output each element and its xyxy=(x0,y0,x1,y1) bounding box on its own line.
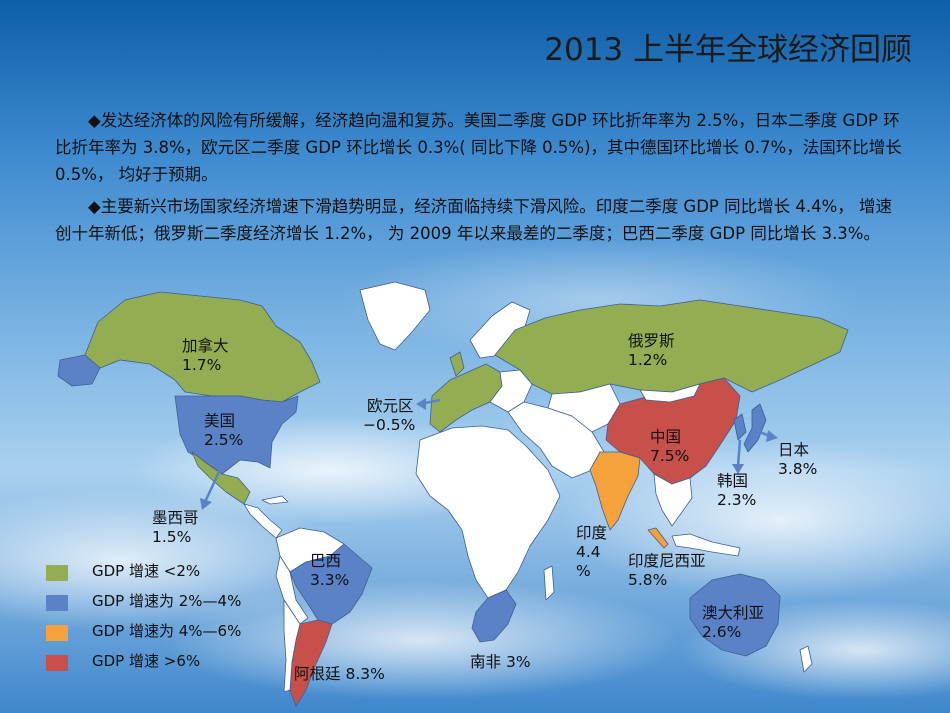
label-canada: 加拿大 1.7% xyxy=(182,337,229,374)
legend-swatch-blue xyxy=(46,595,68,611)
india-shape xyxy=(589,451,641,531)
madagascar-shape xyxy=(543,565,555,601)
mongolia-shape xyxy=(639,383,701,403)
label-usa: 美国 2.5% xyxy=(204,412,244,449)
legend-label: GDP 增速 >6% xyxy=(92,652,201,670)
uk-shape xyxy=(449,351,465,377)
legend-swatch-red xyxy=(46,655,68,671)
canada-shape xyxy=(84,291,321,403)
legend-label: GDP 增速为 4%—6% xyxy=(92,622,242,640)
south-africa-shape xyxy=(471,589,517,643)
southeast-asia-shape xyxy=(653,473,693,527)
label-argentina: 阿根廷 8.3% xyxy=(294,665,385,683)
legend-label: GDP 增速为 2%—4% xyxy=(92,592,242,610)
brazil-shape xyxy=(289,543,373,625)
central-america-shape xyxy=(243,503,283,539)
mexico-shape xyxy=(191,451,251,505)
west-south-america-shape xyxy=(275,555,309,625)
label-brazil: 巴西 3.3% xyxy=(310,552,350,589)
eurozone-shape xyxy=(429,363,503,433)
indonesia-shape xyxy=(647,527,669,549)
label-india: 印度 4.4% xyxy=(576,524,608,580)
paragraph-emerging: ◆主要新兴市场国家经济增速下滑趋势明显，经济面临持续下滑风险。印度二季度 GDP… xyxy=(55,197,893,243)
indonesia-shape-2 xyxy=(671,533,741,557)
label-eurozone: 欧元区 −0.5% xyxy=(363,397,416,434)
legend-swatch-green xyxy=(46,565,68,581)
label-japan: 日本 3.8% xyxy=(778,441,818,478)
japan-shape xyxy=(743,403,767,453)
label-korea: 韩国 2.3% xyxy=(717,472,757,509)
greenland-shape xyxy=(359,281,431,351)
australia-shape xyxy=(689,573,781,657)
label-indonesia: 印度尼西亚 5.8% xyxy=(628,552,706,589)
legend-label: GDP 增速 <2% xyxy=(92,562,201,580)
alaska-shape xyxy=(57,354,101,387)
slide-title: 2013 上半年全球经济回顾 xyxy=(544,32,912,68)
chile-shape xyxy=(283,599,301,693)
new-zealand-shape xyxy=(799,645,813,673)
label-australia: 澳大利亚 2.6% xyxy=(702,604,765,641)
paragraph-developed: ◆发达经济体的风险有所缓解，经济趋向温和复苏。美国二季度 GDP 环比折年率为 … xyxy=(55,111,902,184)
korea-shape xyxy=(733,413,747,441)
cuba-shape xyxy=(261,495,289,505)
legend-swatch-orange xyxy=(46,625,68,641)
arrows xyxy=(200,398,778,510)
label-russia: 俄罗斯 1.2% xyxy=(628,332,675,369)
label-mexico: 墨西哥 1.5% xyxy=(152,509,199,546)
label-china: 中国 7.5% xyxy=(650,428,690,465)
africa-shape xyxy=(415,425,561,599)
label-south-africa: 南非 3% xyxy=(470,653,531,671)
